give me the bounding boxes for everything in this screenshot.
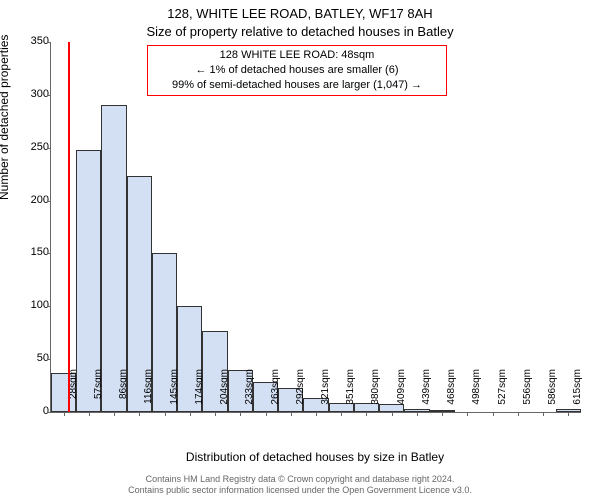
ytick-label: 150 bbox=[19, 246, 49, 258]
xtick-mark bbox=[64, 412, 65, 416]
xtick-mark bbox=[417, 412, 418, 416]
ytick-mark bbox=[47, 95, 51, 96]
xtick-mark bbox=[291, 412, 292, 416]
ytick-mark bbox=[47, 42, 51, 43]
xtick-mark bbox=[89, 412, 90, 416]
plot-area: 05010015020025030035028sqm57sqm86sqm116s… bbox=[50, 42, 581, 413]
title-address: 128, WHITE LEE ROAD, BATLEY, WF17 8AH bbox=[0, 6, 600, 21]
xtick-mark bbox=[114, 412, 115, 416]
xtick-label: 556sqm bbox=[522, 369, 533, 414]
annot-line2: ← 1% of detached houses are smaller (6) bbox=[148, 63, 446, 78]
histogram-bar bbox=[101, 105, 126, 412]
property-marker-line bbox=[68, 42, 70, 412]
annot-line3: 99% of semi-detached houses are larger (… bbox=[148, 78, 446, 93]
xtick-label: 527sqm bbox=[497, 369, 508, 414]
xtick-mark bbox=[543, 412, 544, 416]
xtick-mark bbox=[442, 412, 443, 416]
xtick-label: 615sqm bbox=[572, 369, 583, 414]
annotation-box: 128 WHITE LEE ROAD: 48sqm ← 1% of detach… bbox=[147, 45, 447, 96]
xtick-label: 468sqm bbox=[446, 369, 457, 414]
xtick-label: 439sqm bbox=[421, 369, 432, 414]
ytick-mark bbox=[47, 148, 51, 149]
xtick-label: 409sqm bbox=[396, 369, 407, 414]
xtick-mark bbox=[240, 412, 241, 416]
xtick-mark bbox=[341, 412, 342, 416]
xtick-mark bbox=[215, 412, 216, 416]
ytick-label: 200 bbox=[19, 194, 49, 206]
footer-line2: Contains public sector information licen… bbox=[0, 485, 600, 496]
ytick-label: 250 bbox=[19, 141, 49, 153]
footer-line1: Contains HM Land Registry data © Crown c… bbox=[0, 474, 600, 485]
annot-line1: 128 WHITE LEE ROAD: 48sqm bbox=[148, 48, 446, 63]
chart-container: 128, WHITE LEE ROAD, BATLEY, WF17 8AH Si… bbox=[0, 0, 600, 500]
xtick-mark bbox=[165, 412, 166, 416]
xtick-mark bbox=[493, 412, 494, 416]
xtick-mark bbox=[139, 412, 140, 416]
ytick-mark bbox=[47, 253, 51, 254]
ytick-label: 50 bbox=[19, 352, 49, 364]
xtick-mark bbox=[366, 412, 367, 416]
xtick-label: 586sqm bbox=[547, 369, 558, 414]
ytick-label: 0 bbox=[19, 405, 49, 417]
ytick-mark bbox=[47, 412, 51, 413]
xtick-mark bbox=[316, 412, 317, 416]
ytick-mark bbox=[47, 201, 51, 202]
ytick-label: 350 bbox=[19, 35, 49, 47]
title-subtitle: Size of property relative to detached ho… bbox=[0, 24, 600, 39]
xtick-mark bbox=[392, 412, 393, 416]
ytick-label: 100 bbox=[19, 299, 49, 311]
xtick-mark bbox=[467, 412, 468, 416]
ytick-mark bbox=[47, 359, 51, 360]
x-axis-label: Distribution of detached houses by size … bbox=[50, 450, 580, 464]
footer-attribution: Contains HM Land Registry data © Crown c… bbox=[0, 474, 600, 497]
xtick-mark bbox=[518, 412, 519, 416]
xtick-mark bbox=[190, 412, 191, 416]
ytick-label: 300 bbox=[19, 88, 49, 100]
xtick-label: 498sqm bbox=[471, 369, 482, 414]
y-axis-label: Number of detached properties bbox=[0, 35, 11, 200]
ytick-mark bbox=[47, 306, 51, 307]
xtick-mark bbox=[568, 412, 569, 416]
xtick-mark bbox=[266, 412, 267, 416]
